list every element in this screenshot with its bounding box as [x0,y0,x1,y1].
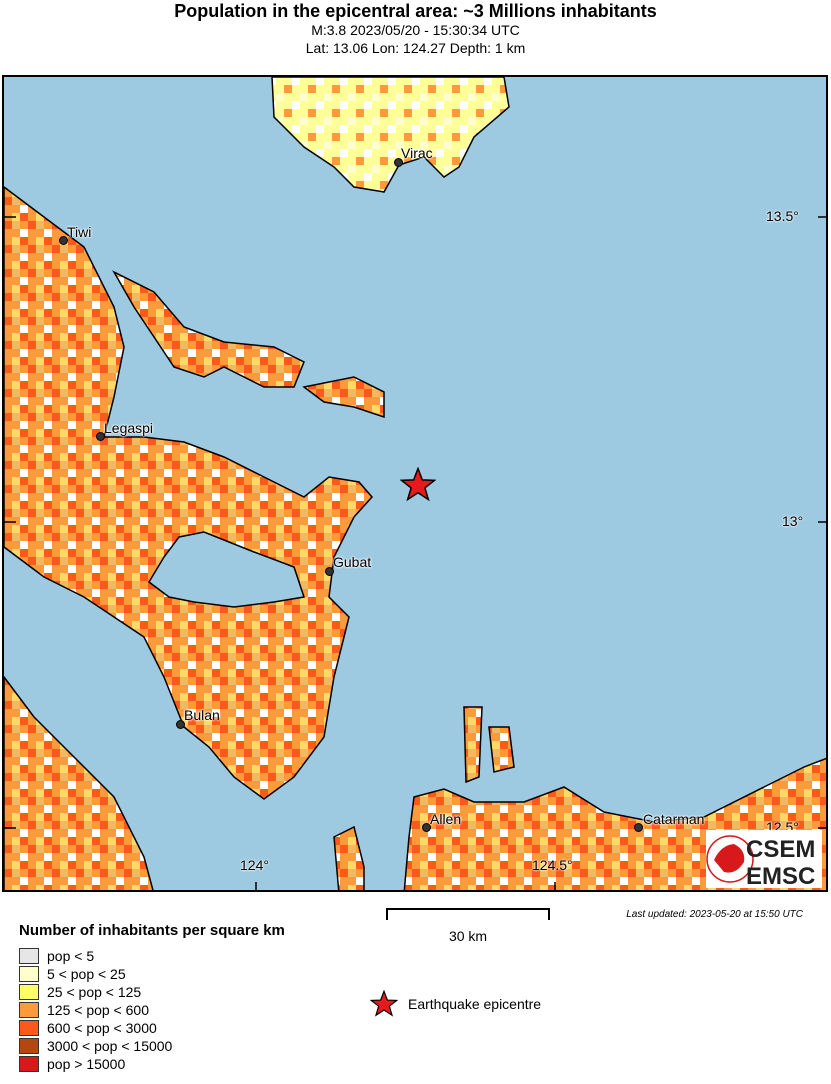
catanduanes-island [271,77,510,193]
bay-cutout [148,531,305,608]
legend-label: 3000 < pop < 15000 [47,1037,173,1054]
legend-label: pop > 15000 [47,1055,126,1072]
city-label-gubat: Gubat [333,554,372,570]
legend-label: 25 < pop < 125 [47,983,142,1000]
map-title: Population in the epicentral area: ~3 Mi… [174,1,657,21]
legend-item: 5 < pop < 25 [19,965,126,982]
city-label-tiwi: Tiwi [67,224,92,240]
star-icon [370,990,398,1017]
city-label-catarman: Catarman [643,811,705,827]
legend-swatch [19,1019,39,1036]
legend-item: 25 < pop < 125 [19,983,141,1000]
lat-tick-label: 13.5° [766,208,799,224]
map-ticks [4,216,826,890]
legend-swatch [19,1037,39,1054]
legend-swatch [19,983,39,1000]
islet [463,706,483,784]
lon-tick-label: 124.5° [532,857,573,873]
small-island [333,825,365,890]
legend-label: pop < 5 [47,947,95,964]
legend-item: pop > 15000 [19,1055,125,1072]
lat-tick-label: 13° [782,513,804,529]
last-updated: Last updated: 2023-05-20 at 15:50 UTC [626,909,803,920]
legend-swatch [19,1055,39,1072]
event-location: Lat: 13.06 Lon: 124.27 Depth: 1 km [305,40,526,56]
city-label-bulan: Bulan [184,707,220,723]
islet [488,726,515,773]
legend-label: 600 < pop < 3000 [47,1019,157,1036]
legend-swatch [19,965,39,982]
legend-swatch [19,947,39,964]
city-marker [394,158,403,167]
svg-text:EMSC: EMSC [746,863,815,888]
event-info: M:3.8 2023/05/20 - 15:30:34 UTC [311,22,520,38]
legend-item: 125 < pop < 600 [19,1001,149,1018]
city-marker [96,432,105,441]
emsc-logo: CSEM EMSC [706,830,822,890]
epicenter-star-icon [400,467,436,502]
scale-label: 30 km [448,928,488,944]
lon-tick-label: 124° [240,857,269,873]
city-label-allen: Allen [430,811,462,827]
batan-island [302,376,385,419]
legend-item: 3000 < pop < 15000 [19,1037,172,1054]
city-label-virac: Virac [401,145,433,161]
legend-item: pop < 5 [19,947,94,964]
svg-text:CSEM: CSEM [746,836,815,863]
legend-item: 600 < pop < 3000 [19,1019,157,1036]
west-sorsogon [4,675,154,890]
city-marker [59,236,68,245]
city-marker [176,720,185,729]
albay-mainland [4,186,374,800]
city-label-legaspi: Legaspi [104,420,154,436]
legend-label: 125 < pop < 600 [47,1001,149,1018]
city-marker [325,567,334,576]
population-map: Virac Tiwi Legaspi Gubat Bulan Allen Cat… [2,75,828,892]
legend-label: 5 < pop < 25 [47,965,126,982]
scale-bar [386,908,550,920]
epicentre-legend-label: Earthquake epicentre [408,996,542,1012]
legend-title: Number of inhabitants per square km [19,922,285,939]
city-marker [634,823,643,832]
legend-swatch [19,1001,39,1018]
epicentre-legend: Earthquake epicentre [370,990,541,1018]
city-marker [422,823,431,832]
rapu-rapu-island [112,270,305,388]
